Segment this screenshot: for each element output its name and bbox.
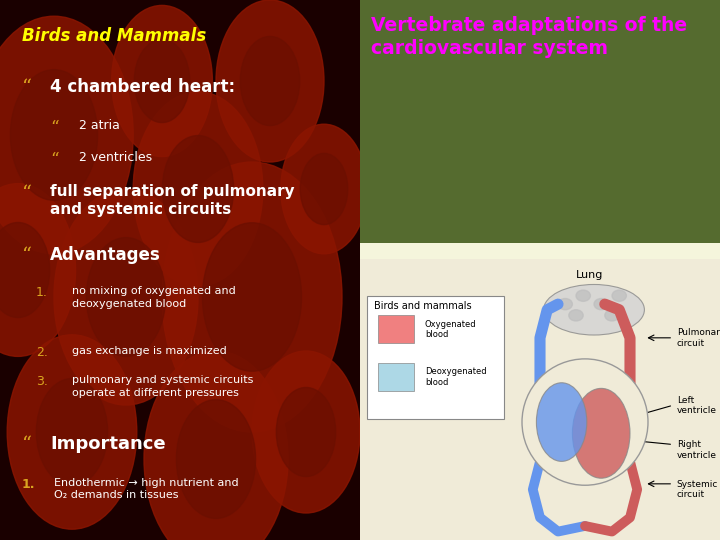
Text: Deoxygenated
blood: Deoxygenated blood: [425, 367, 487, 387]
Circle shape: [54, 189, 198, 405]
Circle shape: [281, 124, 367, 254]
Circle shape: [163, 136, 234, 242]
Text: 2.: 2.: [36, 346, 48, 359]
Circle shape: [276, 388, 336, 477]
Circle shape: [240, 36, 300, 126]
Text: Endothermic → high nutrient and
O₂ demands in tissues: Endothermic → high nutrient and O₂ deman…: [54, 478, 238, 500]
Circle shape: [0, 184, 76, 356]
Text: full separation of pulmonary
and systemic circuits: full separation of pulmonary and systemi…: [50, 184, 295, 217]
Circle shape: [162, 162, 342, 432]
Text: “: “: [50, 151, 59, 168]
Bar: [378, 363, 414, 391]
Text: Right
ventricle: Right ventricle: [677, 441, 717, 460]
Text: Importance: Importance: [50, 435, 166, 453]
Ellipse shape: [544, 285, 644, 335]
Ellipse shape: [522, 359, 648, 485]
Circle shape: [576, 290, 590, 301]
Text: Advantages: Advantages: [50, 246, 161, 264]
Circle shape: [216, 0, 324, 162]
Circle shape: [7, 335, 137, 529]
Text: “: “: [22, 435, 32, 453]
Circle shape: [10, 70, 98, 200]
Circle shape: [176, 400, 256, 518]
Ellipse shape: [572, 388, 630, 478]
Circle shape: [36, 379, 108, 485]
Bar: [367, 296, 504, 419]
Circle shape: [0, 222, 50, 318]
Circle shape: [569, 310, 583, 321]
Text: 4 chambered heart:: 4 chambered heart:: [50, 78, 235, 96]
Text: Birds and Mammals: Birds and Mammals: [22, 27, 206, 45]
Circle shape: [133, 92, 263, 286]
Circle shape: [86, 238, 166, 356]
Text: no mixing of oxygenated and
deoxygenated blood: no mixing of oxygenated and deoxygenated…: [72, 286, 235, 308]
Text: Pulmonary
circuit: Pulmonary circuit: [677, 328, 720, 348]
Text: “: “: [50, 119, 59, 136]
Text: Birds and mammals: Birds and mammals: [374, 301, 472, 312]
Bar: [360, 243, 720, 540]
Text: Oxygenated
blood: Oxygenated blood: [425, 320, 477, 339]
Text: 3.: 3.: [36, 375, 48, 388]
Circle shape: [112, 5, 212, 157]
Circle shape: [605, 310, 619, 321]
Text: Left
ventricle: Left ventricle: [677, 395, 717, 415]
Circle shape: [612, 290, 626, 301]
Text: Systemic
circuit: Systemic circuit: [677, 480, 718, 499]
Circle shape: [134, 39, 190, 123]
Text: pulmonary and systemic circuits
operate at different pressures: pulmonary and systemic circuits operate …: [72, 375, 253, 397]
Text: 1.: 1.: [36, 286, 48, 299]
Text: gas exchange is maximized: gas exchange is maximized: [72, 346, 227, 356]
Bar: [378, 315, 414, 343]
Circle shape: [594, 299, 608, 310]
Text: Lung: Lung: [576, 271, 603, 280]
Circle shape: [558, 299, 572, 310]
Circle shape: [202, 222, 302, 372]
Text: 2 ventricles: 2 ventricles: [79, 151, 153, 164]
Circle shape: [300, 153, 348, 225]
Circle shape: [252, 351, 360, 513]
Ellipse shape: [536, 383, 587, 461]
Text: “: “: [22, 78, 32, 96]
Text: 1.: 1.: [22, 478, 35, 491]
Text: Vertebrate adaptations of the
cardiovascular system: Vertebrate adaptations of the cardiovasc…: [371, 16, 687, 58]
Text: “: “: [22, 184, 32, 201]
Text: 2 atria: 2 atria: [79, 119, 120, 132]
Circle shape: [144, 351, 288, 540]
Text: “: “: [22, 246, 32, 264]
Circle shape: [0, 16, 133, 254]
